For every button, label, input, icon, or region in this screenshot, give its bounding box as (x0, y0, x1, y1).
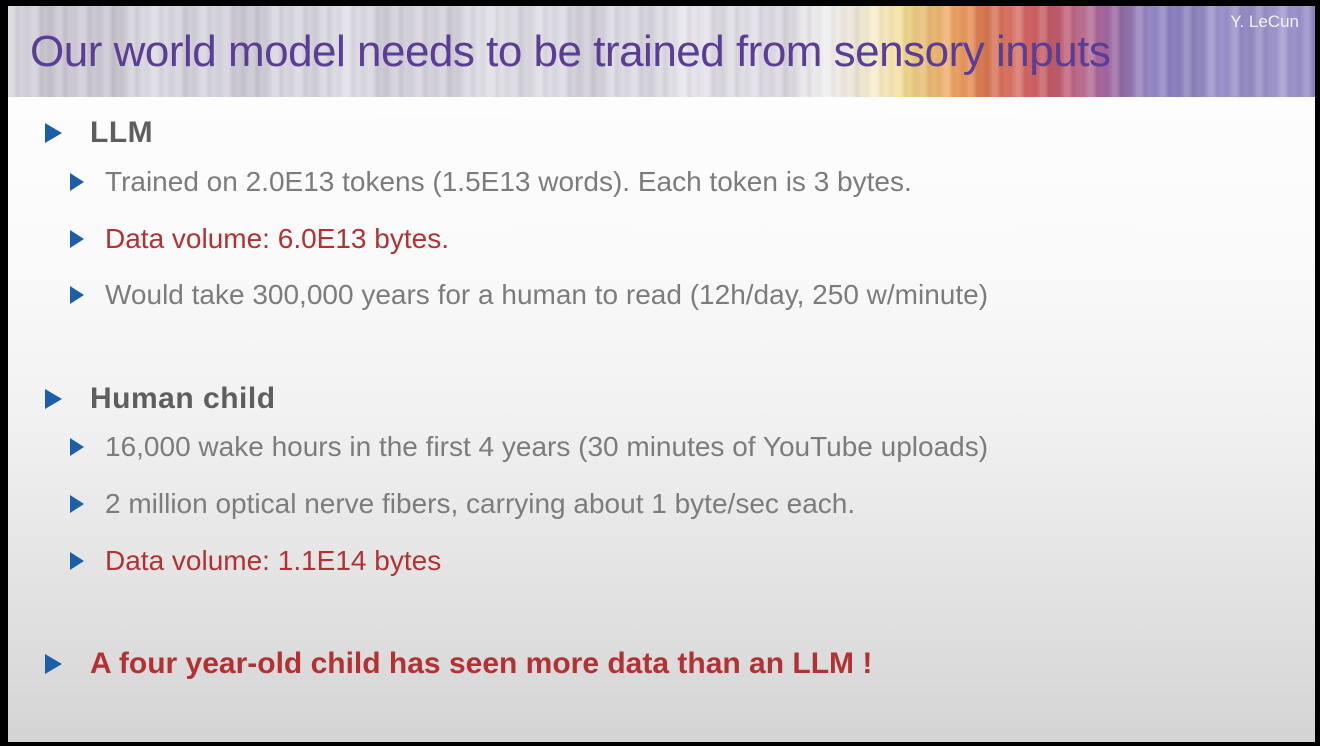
attribution-label: Y. LeCun (1230, 12, 1299, 31)
bullet-triangle-icon (45, 654, 62, 674)
section-heading-row: LLM (8, 113, 1315, 153)
conclusion-text: A four year-old child has seen more data… (90, 647, 873, 680)
bullet-item: Trained on 2.0E13 tokens (1.5E13 words).… (8, 162, 1315, 202)
bullet-text: Trained on 2.0E13 tokens (1.5E13 words).… (105, 166, 912, 197)
conclusion-row: A four year-old child has seen more data… (8, 644, 1315, 684)
bullet-item: Data volume: 1.1E14 bytes (8, 541, 1315, 581)
slide-body (8, 97, 1315, 742)
section-heading: Human child (90, 382, 276, 415)
bullet-item: Would take 300,000 years for a human to … (8, 275, 1315, 315)
title-bar: Our world model needs to be trained from… (8, 6, 1315, 97)
bullet-text-emphasis: Data volume: 1.1E14 bytes (105, 545, 442, 576)
bullet-text: Would take 300,000 years for a human to … (105, 279, 989, 310)
bullet-triangle-icon (45, 389, 62, 409)
slide: Our world model needs to be trained from… (8, 6, 1315, 742)
bullet-triangle-icon (45, 123, 62, 143)
bullet-triangle-icon (70, 286, 84, 304)
bullet-triangle-icon (70, 438, 84, 456)
bullet-triangle-icon (70, 552, 84, 570)
bullet-triangle-icon (70, 230, 84, 248)
bullet-item: Data volume: 6.0E13 bytes. (8, 219, 1315, 259)
bullet-item: 16,000 wake hours in the first 4 years (… (8, 427, 1315, 467)
section-heading-row: Human child (8, 379, 1315, 419)
section-heading: LLM (90, 116, 154, 149)
bullet-text-emphasis: Data volume: 6.0E13 bytes. (105, 223, 449, 254)
bullet-triangle-icon (70, 173, 84, 191)
bullet-triangle-icon (70, 495, 84, 513)
bullet-text: 2 million optical nerve fibers, carrying… (105, 488, 856, 519)
bullet-text: 16,000 wake hours in the first 4 years (… (105, 431, 989, 462)
bullet-item: 2 million optical nerve fibers, carrying… (8, 484, 1315, 524)
slide-title: Our world model needs to be trained from… (30, 26, 1111, 76)
